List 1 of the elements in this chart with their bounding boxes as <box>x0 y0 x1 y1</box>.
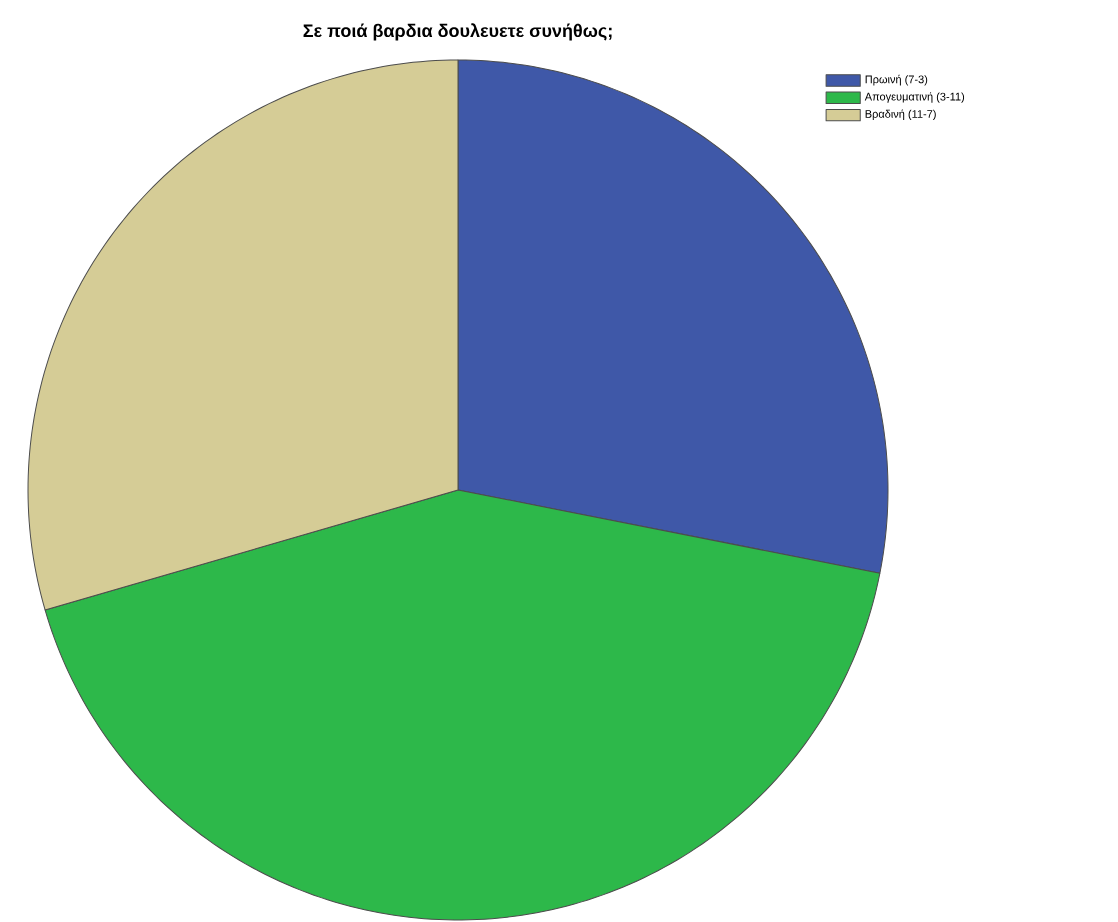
chart-title: Σε ποιά βαρδια δουλευετε συνήθως; <box>303 23 612 41</box>
